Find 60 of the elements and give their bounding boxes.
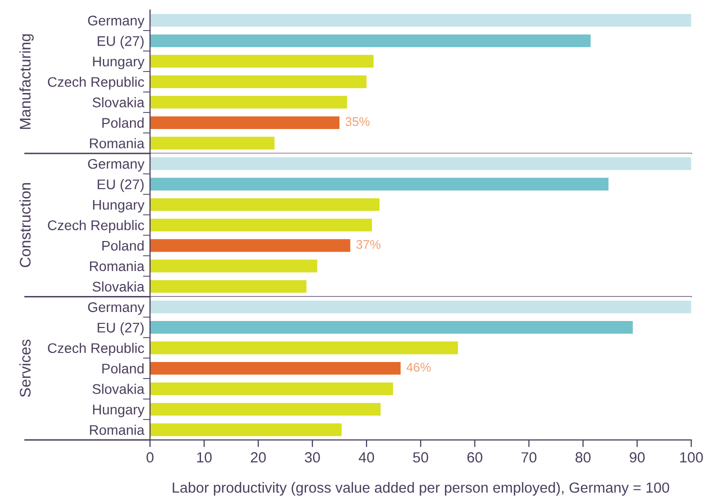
bar xyxy=(150,75,367,88)
bar xyxy=(150,342,458,354)
y-tick-label: Romania xyxy=(90,260,144,272)
y-tick-label: Slovakia xyxy=(92,97,144,108)
bar xyxy=(150,14,692,27)
bar xyxy=(150,34,591,48)
bar xyxy=(150,218,372,232)
y-tick-label: Slovakia xyxy=(92,281,144,292)
y-tick-label: EU (27) xyxy=(98,322,144,336)
y-tick-label: Hungary xyxy=(93,200,144,212)
x-tick-label: 70 xyxy=(522,452,536,463)
bar xyxy=(150,157,692,170)
x-tick-label: 100 xyxy=(680,452,703,463)
bar xyxy=(150,362,401,375)
bar xyxy=(150,96,348,109)
bar xyxy=(150,321,633,334)
bar xyxy=(150,300,692,314)
y-tick-label: EU (27) xyxy=(98,36,144,49)
data-label: 35% xyxy=(345,117,370,126)
bar xyxy=(150,260,318,272)
y-tick-label: Czech Republic xyxy=(48,220,144,233)
y-axis-title: Services xyxy=(19,340,31,397)
y-tick-label: Romania xyxy=(90,138,144,148)
bar xyxy=(150,136,275,150)
y-tick-label: Germany xyxy=(88,16,144,28)
x-tick-label: 30 xyxy=(304,452,320,463)
y-tick-label: Germany xyxy=(88,302,144,315)
bar xyxy=(150,54,374,68)
x-tick-label: 90 xyxy=(630,452,645,463)
y-axis-title: Manufacturing xyxy=(19,34,34,129)
x-tick-label: 60 xyxy=(467,452,482,463)
y-tick-label: Romania xyxy=(90,424,144,435)
y-tick-label: Poland xyxy=(102,118,144,128)
x-tick-label: 50 xyxy=(413,452,428,463)
y-tick-label: Czech Republic xyxy=(48,76,144,90)
bar xyxy=(150,423,342,436)
bar xyxy=(150,178,608,190)
y-tick-label: Czech Republic xyxy=(48,342,144,356)
x-tick-label: 20 xyxy=(250,452,266,463)
data-label: 46% xyxy=(406,362,431,372)
y-axis-title: Construction xyxy=(19,183,31,268)
x-axis-title: Labor productivity (gross value added per person employed), Germany = 100 xyxy=(172,482,670,496)
y-tick-label: Hungary xyxy=(93,404,144,418)
y-tick-label: Hungary xyxy=(93,56,144,70)
bar xyxy=(150,239,350,252)
bar xyxy=(150,280,306,293)
bar xyxy=(150,402,381,416)
x-tick-label: 0 xyxy=(146,452,154,463)
data-label: 37% xyxy=(356,240,380,249)
y-tick-label: Poland xyxy=(102,240,144,251)
bar xyxy=(150,116,340,130)
y-tick-label: Germany xyxy=(88,158,144,172)
y-tick-label: EU (27) xyxy=(98,179,144,192)
x-tick-label: 10 xyxy=(197,452,212,463)
x-tick-label: 80 xyxy=(576,452,591,463)
bar xyxy=(150,198,380,211)
y-tick-label: Poland xyxy=(102,363,144,374)
bar xyxy=(150,382,394,396)
x-tick-label: 40 xyxy=(358,452,374,463)
y-tick-label: Slovakia xyxy=(92,384,144,394)
